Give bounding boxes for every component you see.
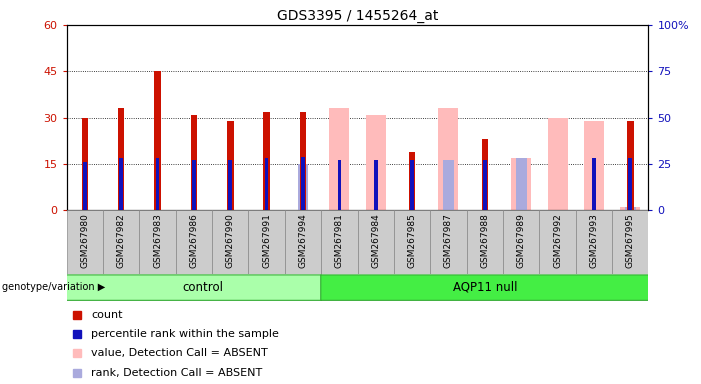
- Bar: [118, 108, 124, 210]
- Bar: [584, 121, 604, 210]
- Text: count: count: [91, 311, 123, 321]
- Bar: [227, 121, 233, 210]
- Text: GSM267982: GSM267982: [116, 214, 125, 268]
- Bar: [374, 161, 378, 210]
- Title: GDS3395 / 1455264_at: GDS3395 / 1455264_at: [277, 8, 438, 23]
- Bar: [329, 108, 349, 210]
- Text: GSM267983: GSM267983: [153, 214, 162, 268]
- Bar: [156, 159, 159, 210]
- Bar: [366, 114, 386, 210]
- Bar: [620, 207, 640, 210]
- Text: GSM267993: GSM267993: [590, 214, 599, 268]
- Bar: [467, 210, 503, 274]
- Text: GSM267989: GSM267989: [517, 214, 526, 268]
- Bar: [592, 159, 596, 210]
- Bar: [503, 210, 539, 274]
- Bar: [511, 158, 531, 210]
- Bar: [625, 207, 636, 210]
- Text: percentile rank within the sample: percentile rank within the sample: [91, 329, 279, 339]
- Text: control: control: [182, 281, 224, 293]
- FancyBboxPatch shape: [321, 275, 649, 300]
- Bar: [83, 162, 87, 210]
- Bar: [103, 210, 139, 274]
- Bar: [410, 161, 414, 210]
- Bar: [438, 108, 458, 210]
- Bar: [119, 159, 123, 210]
- Bar: [301, 157, 305, 210]
- Bar: [229, 161, 232, 210]
- Bar: [300, 111, 306, 210]
- Bar: [67, 210, 103, 274]
- Text: GSM267980: GSM267980: [81, 214, 89, 268]
- Bar: [297, 164, 308, 210]
- Text: GSM267991: GSM267991: [262, 214, 271, 268]
- Bar: [337, 161, 341, 210]
- Bar: [265, 159, 268, 210]
- Text: GSM267992: GSM267992: [553, 214, 562, 268]
- Bar: [576, 210, 612, 274]
- Text: GSM267987: GSM267987: [444, 214, 453, 268]
- Bar: [139, 210, 176, 274]
- Text: GSM267985: GSM267985: [407, 214, 416, 268]
- Bar: [443, 161, 454, 210]
- Text: GSM267995: GSM267995: [626, 214, 634, 268]
- Text: GSM267990: GSM267990: [226, 214, 235, 268]
- Bar: [483, 161, 486, 210]
- Bar: [612, 210, 648, 274]
- FancyBboxPatch shape: [66, 275, 322, 300]
- Bar: [81, 118, 88, 210]
- Bar: [212, 210, 248, 274]
- Bar: [482, 139, 488, 210]
- Text: value, Detection Call = ABSENT: value, Detection Call = ABSENT: [91, 348, 268, 358]
- Text: GSM267988: GSM267988: [480, 214, 489, 268]
- Bar: [627, 121, 634, 210]
- Text: GSM267994: GSM267994: [299, 214, 308, 268]
- Bar: [248, 210, 285, 274]
- Bar: [430, 210, 467, 274]
- Bar: [628, 159, 632, 210]
- Bar: [154, 71, 161, 210]
- Text: GSM267984: GSM267984: [372, 214, 380, 268]
- Bar: [192, 161, 196, 210]
- Bar: [285, 210, 321, 274]
- Text: rank, Detection Call = ABSENT: rank, Detection Call = ABSENT: [91, 368, 262, 378]
- Bar: [409, 152, 415, 210]
- Bar: [358, 210, 394, 274]
- Bar: [394, 210, 430, 274]
- Bar: [539, 210, 576, 274]
- Bar: [516, 159, 526, 210]
- Bar: [176, 210, 212, 274]
- Bar: [264, 111, 270, 210]
- Text: AQP11 null: AQP11 null: [453, 281, 517, 293]
- Text: GSM267981: GSM267981: [335, 214, 343, 268]
- Text: GSM267986: GSM267986: [189, 214, 198, 268]
- Bar: [321, 210, 358, 274]
- Bar: [547, 118, 568, 210]
- Bar: [191, 114, 197, 210]
- Text: genotype/variation ▶: genotype/variation ▶: [2, 282, 105, 292]
